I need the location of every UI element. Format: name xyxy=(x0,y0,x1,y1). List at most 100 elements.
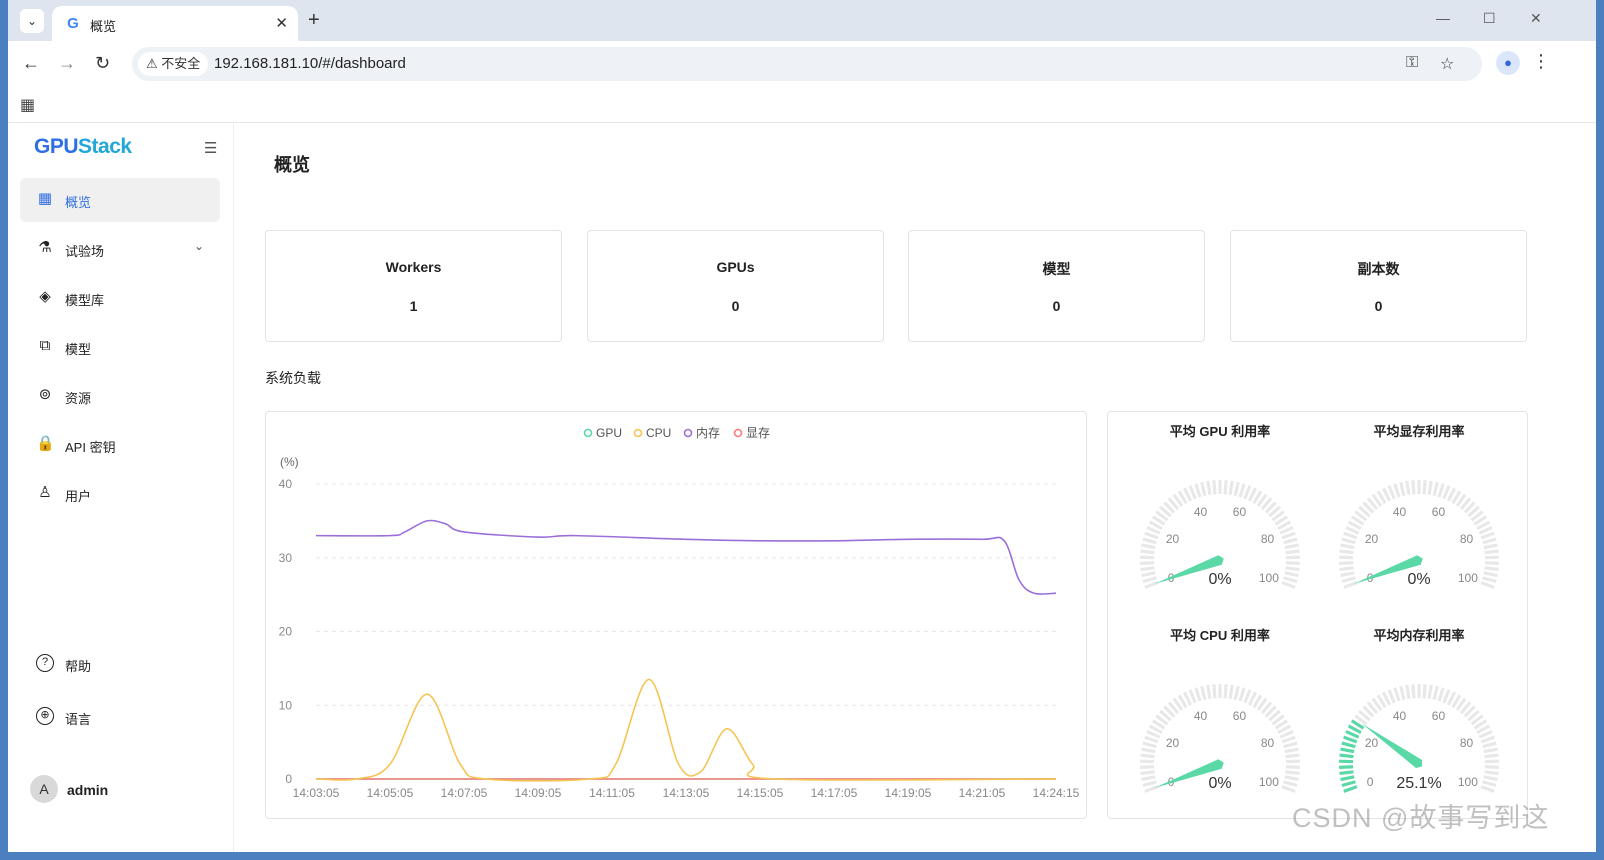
x-tick-label: 14:24:15 xyxy=(1033,786,1080,800)
gauge-tick xyxy=(1274,719,1289,730)
gauge-tick xyxy=(1243,485,1252,500)
gauge-tick xyxy=(1473,719,1488,730)
gauge-tick xyxy=(1194,687,1202,702)
gauge-tick xyxy=(1451,694,1462,709)
star-icon[interactable]: ☆ xyxy=(1440,56,1455,73)
series-line-2 xyxy=(315,519,1057,595)
gauge-tick xyxy=(1177,694,1188,709)
gauge-tick xyxy=(1376,694,1387,709)
gauge-tick-label: 100 xyxy=(1259,571,1279,585)
gauge-tick xyxy=(1483,571,1498,578)
chevron-down-icon[interactable]: ⌄ xyxy=(193,239,204,253)
gauge-tick xyxy=(1283,741,1298,749)
gauge-tick xyxy=(1343,531,1358,540)
gauge-title: 平均 GPU 利用率 xyxy=(1170,424,1270,439)
gauge-value-label: 0% xyxy=(1208,571,1231,588)
legend-item-1[interactable]: CPU xyxy=(633,426,672,440)
address-bar[interactable]: ⚠ 不安全 192.168.181.10/#/dashboard ⚿ ☆ xyxy=(132,47,1482,81)
card-label: Workers xyxy=(385,259,442,275)
legend-item-3[interactable]: 显存 xyxy=(733,426,771,440)
gauge-tick xyxy=(1146,525,1161,535)
gauge-tick xyxy=(1484,770,1499,776)
gauge-tick xyxy=(1427,684,1433,700)
gauge-pointer xyxy=(1361,723,1423,769)
y-tick-label: 10 xyxy=(279,698,293,712)
sidebar-item-2[interactable]: ◈ 模型库 xyxy=(20,276,220,320)
sidebar-bottom-item-1[interactable]: ⊕ 语言 xyxy=(20,695,220,739)
gauge-tick xyxy=(1358,709,1371,722)
gauge-tick xyxy=(1484,549,1499,555)
menu-kebab-icon[interactable]: ⋮ xyxy=(1532,51,1550,71)
key-icon[interactable]: ⚿ xyxy=(1406,54,1419,71)
tab-close-icon[interactable]: ✕ xyxy=(275,15,288,32)
sidebar-item-4[interactable]: ⊚ 资源 xyxy=(20,374,220,418)
gauge-tick xyxy=(1233,685,1240,701)
profile-icon[interactable]: ● xyxy=(1496,51,1520,75)
gauge-tick xyxy=(1476,520,1491,531)
gauge-tick xyxy=(1142,576,1157,584)
minimize-icon[interactable]: — xyxy=(1436,10,1450,26)
gauge-tick-label: 40 xyxy=(1194,505,1208,519)
gauge-tick xyxy=(1393,483,1401,498)
legend-item-0[interactable]: GPU xyxy=(583,426,623,440)
sidebar-item-0[interactable]: ▦ 概览 xyxy=(20,178,220,222)
card-models: 模型 0 xyxy=(908,230,1205,342)
gauge-tick xyxy=(1277,724,1292,735)
sidebar-item-3[interactable]: ⧉ 模型 xyxy=(20,325,220,369)
card-label: 模型 xyxy=(1042,261,1071,277)
gauge-tick xyxy=(1256,697,1268,711)
collapse-sidebar-icon[interactable]: ☰ xyxy=(204,140,218,157)
utilization-gauges-panel: 平均 GPU 利用率0204060801000%平均显存利用率020406080… xyxy=(1107,411,1528,819)
legend-marker xyxy=(733,428,743,438)
sidebar-bottom-item-0[interactable]: ? 帮助 xyxy=(20,642,220,686)
gauge-3: 平均内存利用率 0 20 40 60 80 100 25.1% xyxy=(1338,628,1500,793)
new-tab-button[interactable]: + xyxy=(308,9,320,31)
layers-icon: ◈ xyxy=(39,288,51,305)
gauge-tick xyxy=(1411,480,1416,495)
sidebar-item-5[interactable]: 🔒 API 密钥 xyxy=(20,423,220,467)
sidebar-item-label: 资源 xyxy=(65,391,92,406)
url-text[interactable]: 192.168.181.10/#/dashboard xyxy=(214,55,406,72)
forward-icon[interactable]: → xyxy=(58,53,76,73)
gauge-tick xyxy=(1200,481,1207,497)
gauge-tick xyxy=(1277,520,1292,531)
legend-item-2[interactable]: 内存 xyxy=(683,426,721,440)
gauge-tick xyxy=(1283,537,1298,545)
x-tick-label: 14:03:05 xyxy=(293,786,340,800)
gauge-tick xyxy=(1151,719,1166,730)
gauge-tick xyxy=(1284,543,1299,550)
y-tick-label: 40 xyxy=(279,477,293,491)
gauge-tick xyxy=(1285,765,1300,769)
close-window-icon[interactable]: ✕ xyxy=(1530,10,1542,26)
active-tab[interactable]: G 概览 ✕ xyxy=(52,6,298,41)
gauge-tick xyxy=(1354,714,1368,726)
reload-icon[interactable]: ↻ xyxy=(95,53,111,73)
card-gpus: GPUs 0 xyxy=(587,230,884,342)
gauge-tick xyxy=(1268,505,1281,518)
gpustack-logo[interactable]: GPUStack xyxy=(34,135,132,158)
section-title: 系统负载 xyxy=(265,370,321,386)
gauge-tick xyxy=(1268,709,1281,722)
back-icon[interactable]: ← xyxy=(22,53,40,73)
gauge-tick xyxy=(1339,753,1354,759)
gauge-tick xyxy=(1381,487,1392,502)
gauge-tick xyxy=(1151,515,1166,526)
maximize-icon[interactable]: ☐ xyxy=(1483,10,1496,26)
tab-search-button[interactable]: ⌄ xyxy=(20,9,44,33)
gauge-tick xyxy=(1206,480,1212,496)
sidebar-item-6[interactable]: ♙ 用户 xyxy=(20,472,220,516)
gauge-tick xyxy=(1140,765,1155,769)
security-chip[interactable]: ⚠ 不安全 xyxy=(138,52,209,76)
gauge-2: 平均 CPU 利用率0204060801000% xyxy=(1139,628,1301,793)
gauge-tick xyxy=(1347,520,1362,531)
gauge-tick xyxy=(1148,724,1163,735)
sidebar-item-1[interactable]: ⚗ 试验场 ⌄ xyxy=(20,227,220,271)
card-value: 1 xyxy=(409,298,418,314)
gauge-tick xyxy=(1159,709,1172,722)
apps-grid-icon[interactable]: ▦ xyxy=(20,97,36,114)
gauge-tick-label: 60 xyxy=(1233,709,1247,723)
y-tick-label: 30 xyxy=(279,551,293,565)
card-label: GPUs xyxy=(716,259,755,275)
gauge-tick xyxy=(1340,775,1355,782)
gauge-tick xyxy=(1140,753,1155,759)
